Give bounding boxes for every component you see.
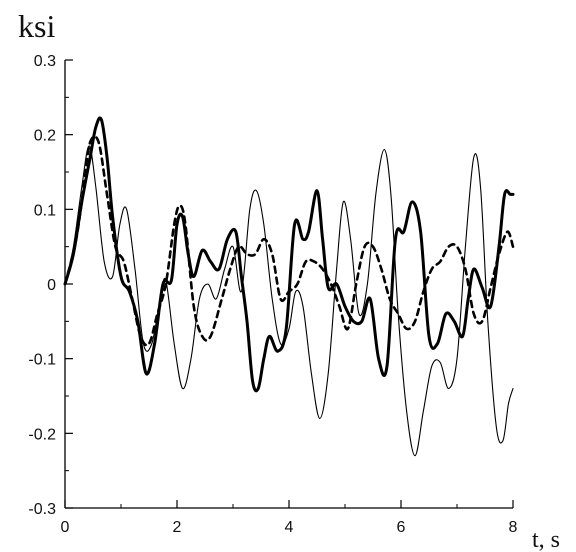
x-axis-title: t, s bbox=[532, 527, 560, 552]
series-thick-solid-line bbox=[63, 116, 515, 393]
y-tick-label: 0.3 bbox=[34, 53, 56, 70]
y-tick-label: -0.1 bbox=[28, 352, 56, 369]
x-tick-label: 0 bbox=[61, 519, 70, 536]
x-tick-label: 4 bbox=[285, 519, 294, 536]
ticks-layer: -0.3 -0.2 -0.1 0 0.1 0.2 0.3 0 2 4 6 8 bbox=[28, 53, 517, 536]
x-tick-label: 2 bbox=[173, 519, 182, 536]
series-dashed-line bbox=[63, 135, 515, 347]
y-axis-title: ksi bbox=[18, 8, 55, 44]
y-tick-label: 0.1 bbox=[34, 202, 56, 219]
y-tick-label: 0.2 bbox=[34, 128, 56, 145]
y-tick-label: -0.3 bbox=[28, 501, 56, 518]
series-layer bbox=[63, 116, 515, 457]
x-tick-label: 8 bbox=[509, 519, 518, 536]
y-tick-label: -0.2 bbox=[28, 426, 56, 443]
x-tick-label: 6 bbox=[397, 519, 406, 536]
y-tick-label: 0 bbox=[47, 277, 56, 294]
